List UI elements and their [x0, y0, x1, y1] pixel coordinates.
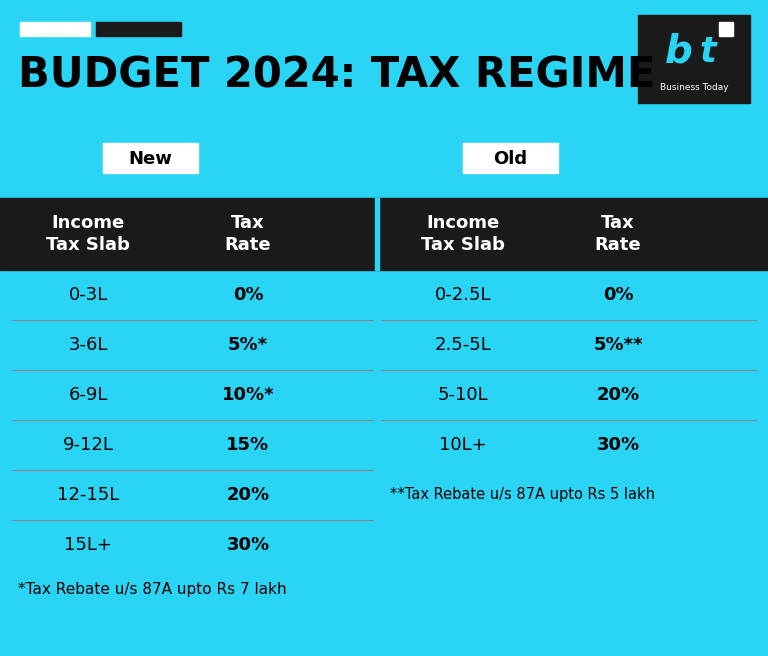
Text: Income
Tax Slab: Income Tax Slab — [421, 214, 505, 255]
Text: t: t — [699, 35, 716, 69]
Text: 12-15L: 12-15L — [57, 486, 119, 504]
Bar — [375, 198, 379, 270]
Bar — [719, 22, 733, 36]
Text: 0-2.5L: 0-2.5L — [435, 286, 492, 304]
Bar — [96, 22, 181, 36]
Text: 5%*: 5%* — [228, 336, 268, 354]
Text: New: New — [128, 150, 172, 168]
Text: 3-6L: 3-6L — [68, 336, 108, 354]
Text: b: b — [664, 33, 692, 71]
Text: Income
Tax Slab: Income Tax Slab — [46, 214, 130, 255]
Text: 0-3L: 0-3L — [68, 286, 108, 304]
Text: 6-9L: 6-9L — [68, 386, 108, 404]
Text: Tax
Rate: Tax Rate — [594, 214, 641, 255]
Text: 15%: 15% — [227, 436, 270, 454]
Text: 15L+: 15L+ — [64, 536, 112, 554]
Text: 5%**: 5%** — [593, 336, 643, 354]
Text: BUDGET 2024: TAX REGIME: BUDGET 2024: TAX REGIME — [18, 55, 655, 97]
Text: Business Today: Business Today — [660, 83, 728, 92]
Text: 0%: 0% — [603, 286, 634, 304]
Text: 20%: 20% — [597, 386, 640, 404]
Text: 10%*: 10%* — [222, 386, 274, 404]
Bar — [638, 15, 750, 103]
Text: 30%: 30% — [597, 436, 640, 454]
Bar — [20, 22, 90, 36]
Text: 30%: 30% — [227, 536, 270, 554]
Bar — [462, 143, 558, 173]
Text: 0%: 0% — [233, 286, 263, 304]
Text: 9-12L: 9-12L — [62, 436, 114, 454]
Text: *Tax Rebate u/s 87A upto Rs 7 lakh: *Tax Rebate u/s 87A upto Rs 7 lakh — [18, 582, 286, 597]
Text: 2.5-5L: 2.5-5L — [435, 336, 492, 354]
Text: **Tax Rebate u/s 87A upto Rs 5 lakh: **Tax Rebate u/s 87A upto Rs 5 lakh — [390, 487, 655, 502]
Text: Tax
Rate: Tax Rate — [225, 214, 271, 255]
Text: 20%: 20% — [227, 486, 270, 504]
Text: Old: Old — [493, 150, 527, 168]
Text: 10L+: 10L+ — [439, 436, 487, 454]
Bar — [0, 198, 768, 270]
Text: 5-10L: 5-10L — [438, 386, 488, 404]
Bar — [102, 143, 197, 173]
